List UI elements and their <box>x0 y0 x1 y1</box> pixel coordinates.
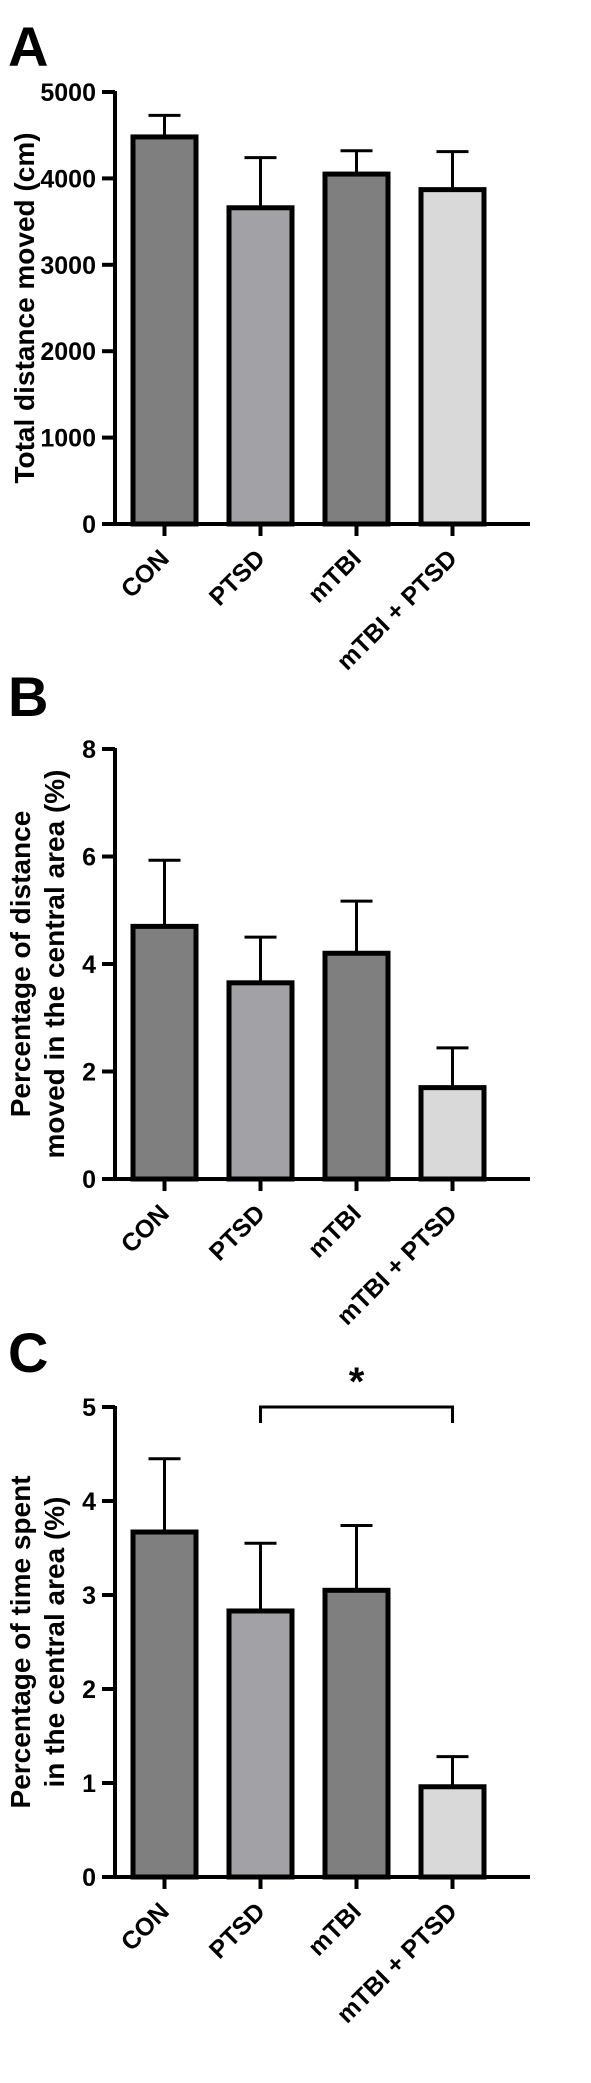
x-tick-label: CON <box>116 544 175 603</box>
y-axis-title: moved in the central area (%) <box>39 769 70 1158</box>
y-tick-label: 4000 <box>40 165 96 193</box>
panel-b: B 0 2 4 6 8 Percentage of distance moved in the… <box>5 665 530 1331</box>
y-tick-label: 4 <box>82 951 96 979</box>
y-axis-title: in the central area (%) <box>39 1497 70 1788</box>
bar <box>130 923 199 1182</box>
y-tick-label: 6 <box>82 844 96 872</box>
y-axis-title: Total distance moved (cm) <box>9 132 40 483</box>
y-tick-label: 2000 <box>40 338 96 366</box>
x-tick-label: PTSD <box>204 544 271 611</box>
y-tick-label: 2 <box>82 1059 96 1087</box>
y-tick-label: 5000 <box>40 79 96 107</box>
x-tick-label: mTBI <box>303 1199 367 1263</box>
bar <box>130 134 199 527</box>
y-tick-label: 5 <box>82 1394 96 1422</box>
y-tick-label: 1 <box>82 1770 96 1798</box>
bar <box>226 205 295 527</box>
y-tick-label: 0 <box>82 1864 96 1892</box>
y-tick-label: 3 <box>82 1582 96 1610</box>
x-tick-label: mTBI <box>303 1897 367 1961</box>
y-tick-label: 0 <box>82 511 96 539</box>
panel-a-letter: A <box>8 15 48 78</box>
y-tick-label: 1000 <box>40 425 96 453</box>
panel-b-letter: B <box>8 665 48 728</box>
bar <box>322 1587 391 1880</box>
y-tick-label: 4 <box>82 1488 96 1516</box>
y-tick-label: 2 <box>82 1676 96 1704</box>
y-tick-label: 0 <box>82 1166 96 1194</box>
x-tick-label: PTSD <box>204 1897 271 1964</box>
x-tick-label: CON <box>116 1897 175 1956</box>
bar <box>322 950 391 1182</box>
bar <box>418 1784 487 1880</box>
panel-c: C 0 1 2 3 4 5 Percentage of time spent in the ce… <box>5 1321 530 2029</box>
panel-c-letter: C <box>8 1321 48 1384</box>
bar <box>418 187 487 527</box>
bar <box>130 1529 199 1880</box>
significance-bracket <box>259 1405 454 1423</box>
bar <box>322 171 391 527</box>
y-tick-label: 8 <box>82 736 96 764</box>
y-axis-title: Percentage of time spent <box>5 1476 36 1809</box>
bar <box>226 980 295 1182</box>
x-tick-label: mTBI <box>303 544 367 608</box>
x-tick-label: PTSD <box>204 1199 271 1266</box>
x-tick-label: CON <box>116 1199 175 1258</box>
bar <box>226 1608 295 1880</box>
significance-label: * <box>349 1360 365 1404</box>
y-axis-title: Percentage of distance <box>5 811 36 1118</box>
bar <box>418 1085 487 1182</box>
y-tick-label: 3000 <box>40 252 96 280</box>
